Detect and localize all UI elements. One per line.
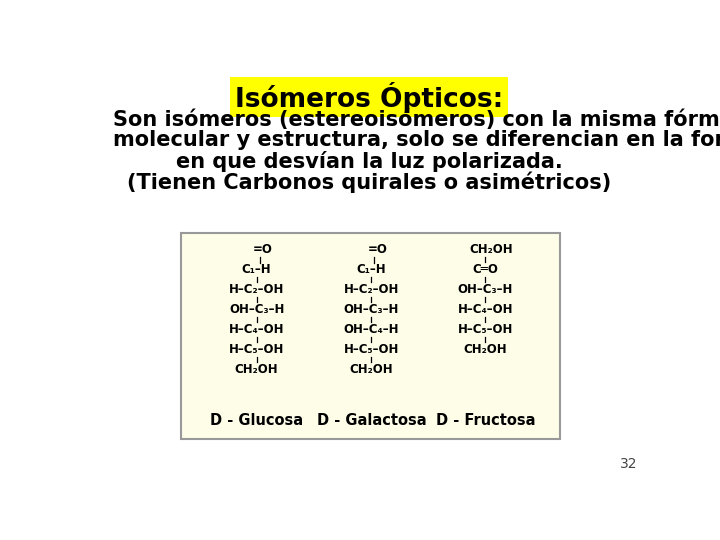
Text: H–C₅–OH: H–C₅–OH bbox=[343, 343, 399, 356]
Text: H–C₄–OH: H–C₄–OH bbox=[229, 323, 284, 336]
Text: C₁–H: C₁–H bbox=[242, 263, 271, 276]
Text: =O: =O bbox=[368, 243, 387, 256]
Text: OH–C₃–H: OH–C₃–H bbox=[229, 303, 284, 316]
Text: H–C₅–OH: H–C₅–OH bbox=[458, 323, 513, 336]
Text: CH₂OH: CH₂OH bbox=[235, 363, 279, 376]
Text: H–C₄–OH: H–C₄–OH bbox=[457, 303, 513, 316]
Text: D - Galactosa: D - Galactosa bbox=[317, 413, 426, 428]
Text: Isómeros Ópticos:: Isómeros Ópticos: bbox=[235, 82, 503, 113]
Text: Son isómeros (estereoisómeros) con la misma fórmula: Son isómeros (estereoisómeros) con la mi… bbox=[113, 110, 720, 130]
Text: (Tienen Carbonos quirales o asimétricos): (Tienen Carbonos quirales o asimétricos) bbox=[127, 172, 611, 193]
Text: OH–C₃–H: OH–C₃–H bbox=[458, 283, 513, 296]
Text: en que desvían la luz polarizada.: en que desvían la luz polarizada. bbox=[176, 151, 562, 172]
Text: C₁–H: C₁–H bbox=[356, 263, 386, 276]
Text: H–C₂–OH: H–C₂–OH bbox=[343, 283, 399, 296]
Text: CH₂OH: CH₂OH bbox=[464, 343, 507, 356]
Text: 32: 32 bbox=[620, 457, 637, 471]
Text: C═O: C═O bbox=[472, 263, 498, 276]
Text: D - Glucosa: D - Glucosa bbox=[210, 413, 303, 428]
Text: =O: =O bbox=[253, 243, 273, 256]
Text: OH–C₃–H: OH–C₃–H bbox=[343, 303, 399, 316]
Text: OH–C₄–H: OH–C₄–H bbox=[343, 323, 399, 336]
Text: H–C₅–OH: H–C₅–OH bbox=[229, 343, 284, 356]
FancyBboxPatch shape bbox=[181, 233, 559, 439]
Text: CH₂OH: CH₂OH bbox=[469, 243, 513, 256]
Text: CH₂OH: CH₂OH bbox=[349, 363, 393, 376]
Text: molecular y estructura, solo se diferencian en la forma: molecular y estructura, solo se diferenc… bbox=[113, 130, 720, 150]
Text: H–C₂–OH: H–C₂–OH bbox=[229, 283, 284, 296]
Text: D - Fructosa: D - Fructosa bbox=[436, 413, 535, 428]
